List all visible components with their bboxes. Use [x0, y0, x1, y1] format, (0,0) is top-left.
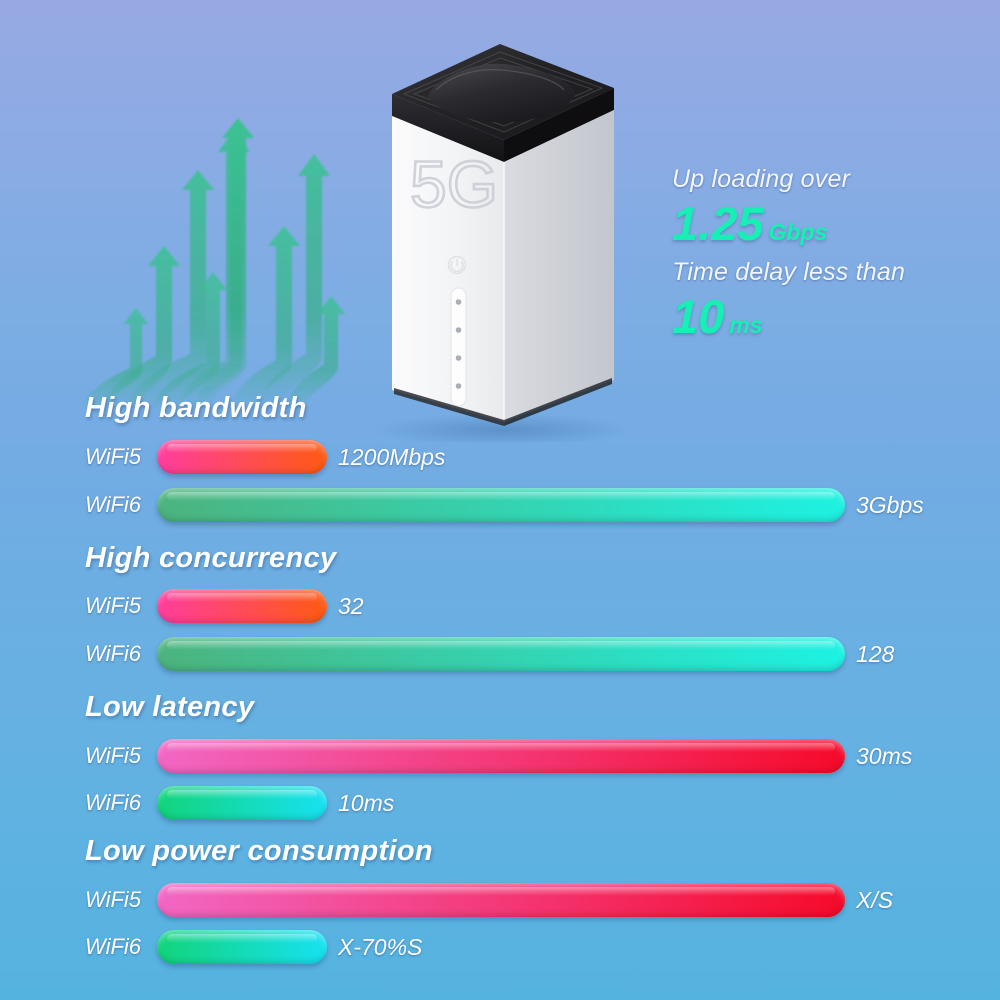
bar-row: WiFi6 128	[0, 637, 894, 671]
bar-fill	[157, 739, 845, 773]
router-led-strip	[450, 287, 467, 407]
bar-fill	[157, 589, 327, 623]
router-power-icon	[447, 255, 467, 275]
bar-fill	[157, 883, 845, 917]
stat-delay: Time delay less than 10 ms	[672, 258, 905, 340]
router-5g-badge: 5G	[410, 147, 498, 221]
bar-row: WiFi5 X/S	[0, 883, 893, 917]
bar-fill	[157, 637, 845, 671]
comparison-chart: High bandwidth WiFi5 1200Mbps WiFi6 3Gbp…	[0, 392, 1000, 1000]
bar-row: WiFi6 3Gbps	[0, 488, 924, 522]
stat-delay-label: Time delay less than	[672, 258, 906, 286]
bar-value-label: X-70%S	[338, 933, 423, 960]
router-led	[455, 327, 462, 333]
stat-upload: Up loading over 1.25 Gbps	[672, 165, 850, 247]
bar-value-label: 30ms	[856, 742, 913, 769]
router-top-panel	[428, 63, 575, 123]
bar-value-label: X/S	[856, 886, 894, 913]
group-title: Low latency	[85, 691, 255, 723]
growth-arrows-icon	[80, 118, 345, 408]
router-body-front	[392, 116, 504, 422]
bar-row-label: WiFi5	[85, 887, 142, 912]
stat-upload-label: Up loading over	[672, 165, 851, 193]
router-led	[455, 383, 462, 389]
stat-delay-unit: ms	[729, 312, 763, 338]
stat-upload-value: 1.25	[672, 197, 764, 250]
router-led	[455, 299, 462, 305]
bar-fill	[157, 786, 327, 820]
router-shadow	[372, 413, 632, 442]
stat-delay-value: 10	[672, 290, 725, 343]
bar-row-label: WiFi5	[85, 444, 142, 469]
bar-fill	[157, 930, 327, 964]
bar-row-label: WiFi6	[85, 934, 142, 959]
group-title: High concurrency	[85, 542, 337, 574]
group-title: High bandwidth	[85, 392, 307, 424]
bar-row-label: WiFi6	[85, 790, 142, 815]
router-foot-front	[394, 388, 504, 426]
bar-value-label: 1200Mbps	[338, 443, 446, 470]
bar-fill	[157, 440, 327, 474]
bar-value-label: 32	[338, 592, 364, 619]
bar-row: WiFi5 30ms	[0, 739, 912, 773]
router-led	[455, 355, 462, 361]
bar-fill	[157, 488, 845, 522]
bar-value-label: 128	[856, 640, 895, 667]
bar-row-label: WiFi5	[85, 743, 142, 768]
bar-row-label: WiFi6	[85, 492, 142, 517]
router-foot-side	[504, 378, 612, 426]
bar-value-label: 10ms	[338, 789, 395, 816]
bar-row-label: WiFi6	[85, 641, 142, 666]
bar-row: WiFi5 1200Mbps	[0, 440, 445, 474]
router-device: 5G	[372, 44, 632, 442]
group-title: Low power consumption	[85, 835, 433, 867]
router-body-side	[504, 110, 614, 422]
bar-row: WiFi6 X-70%S	[0, 930, 422, 964]
router-panel-highlight	[435, 69, 565, 91]
bar-row-label: WiFi5	[85, 593, 142, 618]
router-bevel-front	[392, 94, 504, 162]
bar-row: WiFi5 32	[0, 589, 364, 623]
bar-value-label: 3Gbps	[856, 491, 924, 518]
router-bevel-side	[504, 88, 614, 162]
stat-upload-unit: Gbps	[768, 219, 828, 245]
bar-row: WiFi6 10ms	[0, 786, 394, 820]
